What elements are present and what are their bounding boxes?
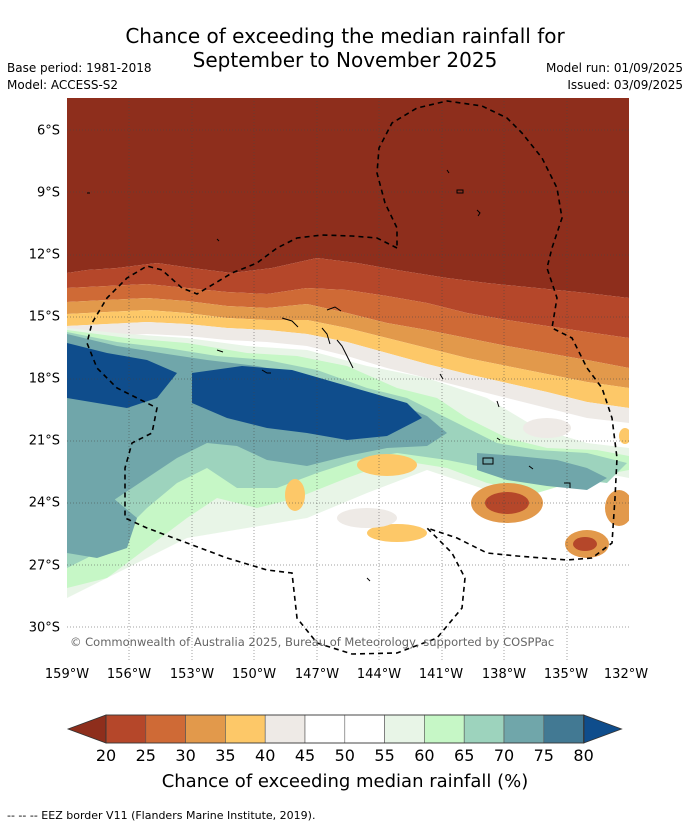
island-coastlines [87,169,571,582]
colorbar-tick-label: 50 [334,746,355,765]
lat-label: 6°S [36,123,60,139]
region-70-75 [67,478,137,558]
region-25-30 [67,284,629,368]
lat-label: 9°S [36,185,60,201]
dry-patch [285,479,305,511]
issued-date: Issued: 03/09/2025 [567,78,683,92]
map-title: Chance of exceeding the median rainfall … [0,24,690,72]
neutral-patch [337,508,397,528]
metadata-right: Model run: 01/09/2025 Issued: 03/09/2025 [546,60,683,94]
colorbar-segment [185,714,226,744]
colorbar-segment [105,714,147,744]
copyright-notice: © Commonwealth of Australia 2025, Bureau… [70,635,555,649]
colorbar-segment [304,714,346,744]
region-35-40 [67,310,629,408]
region-above-80 [192,366,422,440]
colorbar-segment [424,714,465,744]
lon-label: 159°W [44,667,90,682]
colorbar-tick-label: 80 [573,746,594,765]
lat-label: 12°S [28,247,60,263]
colorbar-tick-label: 25 [135,746,156,765]
lon-label: 138°W [481,667,527,682]
neutral-patch [523,418,571,438]
colorbar-segment [503,714,545,744]
lon-label: 156°W [106,667,152,682]
colorbar-segment [384,714,425,744]
model-name: Model: ACCESS-S2 [7,78,119,92]
colorbar-tick-label: 70 [493,746,515,765]
colorbar-tick-label: 55 [374,746,395,765]
base-period: Base period: 1981-2018 [7,61,152,75]
colorbar-extend-low [66,714,107,744]
dry-patch [573,537,597,551]
colorbar-tick-label: 45 [294,746,316,765]
region-70-75 [477,453,607,490]
dry-patch [619,428,629,444]
region-40-45 [67,322,629,423]
colorbar-tick-label: 60 [414,746,435,765]
region-30-35 [67,298,629,388]
colorbar-outline [105,714,585,744]
region-20-25 [67,258,629,338]
colorbar [66,714,623,744]
lon-label: 141°W [418,667,464,682]
colorbar-segment [264,714,306,744]
lon-label: 147°W [294,667,340,682]
title-line-2: September to November 2025 [192,48,498,72]
colorbar-segment [543,714,584,744]
dry-patch [357,454,417,476]
lon-label: 135°W [543,667,589,682]
lon-label: 150°W [231,667,277,682]
rainfall-probability-map [67,98,629,660]
map-panel [67,98,629,660]
colorbar-extend-high [583,714,623,744]
colorbar-tick-label: 40 [255,746,276,765]
title-line-1: Chance of exceeding the median rainfall … [125,24,565,48]
lat-label: 30°S [28,620,60,636]
model-run: Model run: 01/09/2025 [545,61,683,75]
colorbar-segment [344,714,385,744]
colorbar-tick-label: 75 [533,746,554,765]
metadata-left: Base period: 1981-2018 Model: ACCESS-S2 [7,60,152,94]
eez-footnote: -- -- -- EEZ border V11 (Flanders Marine… [7,809,316,822]
lon-label: 144°W [356,667,402,682]
lat-label: 18°S [28,371,60,387]
colorbar-tick-label: 30 [175,746,196,765]
dry-patch [485,492,529,514]
colorbar-segment [463,714,505,744]
lat-label: 24°S [28,495,60,511]
colorbar-tick-label: 35 [215,746,236,765]
lat-label: 15°S [28,309,60,325]
lat-label: 21°S [28,433,60,449]
colorbar-segment [145,714,186,744]
lon-label: 153°W [169,667,215,682]
region-below-20 [67,98,629,298]
dry-patch [367,524,427,542]
dry-patch [605,490,629,526]
colorbar-tick-label: 65 [454,746,475,765]
lon-label: 132°W [603,667,649,682]
eez-borders [86,100,618,655]
colorbar-title: Chance of exceeding median rainfall (%) [161,771,529,792]
lat-label: 27°S [28,558,60,574]
colorbar-segment [225,714,266,744]
colorbar-tick-label: 20 [95,746,117,765]
region-above-80 [67,343,177,408]
